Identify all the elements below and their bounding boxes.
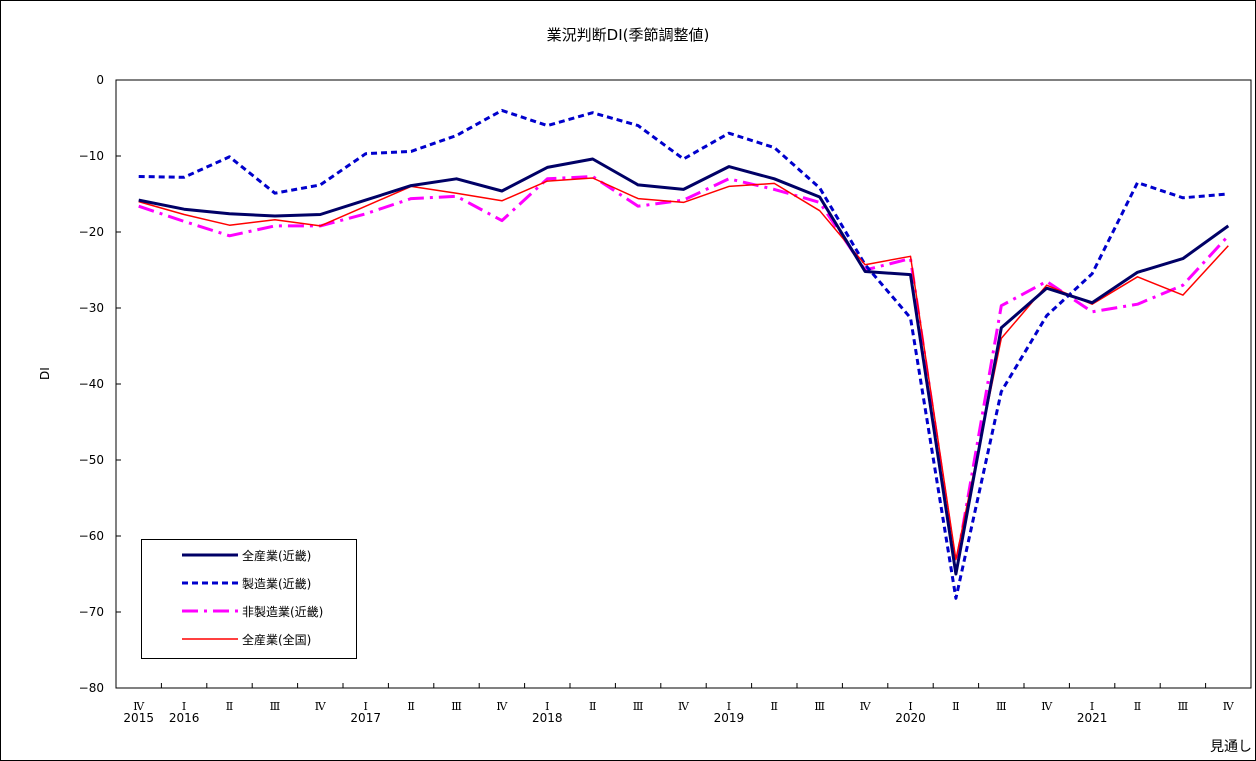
y-tick-label: −50 (79, 453, 104, 467)
x-year-label: 2017 (350, 711, 381, 725)
y-tick-label: −30 (79, 301, 104, 315)
chart-title: 業況判断DI(季節調整値) (546, 26, 710, 44)
y-tick-label: 0 (96, 73, 104, 87)
legend-swatch (182, 609, 238, 613)
x-year-label: 2018 (532, 711, 563, 725)
x-tick-label: Ⅰ (727, 700, 731, 713)
x-tick-label: Ⅰ (364, 700, 368, 713)
y-tick-label: −20 (79, 225, 104, 239)
axes (115, 79, 1252, 689)
x-tick-label: Ⅳ (133, 700, 145, 713)
legend-label: 非製造業(近畿) (242, 605, 324, 619)
x-tick-label: Ⅱ (1134, 700, 1141, 713)
legend-swatch (182, 638, 238, 640)
x-tick-label: Ⅳ (1223, 700, 1235, 713)
x-tick-label: Ⅲ (451, 700, 462, 713)
legend-item: 非製造業(近畿) (142, 601, 356, 621)
x-tick-label: Ⅱ (407, 700, 414, 713)
series-line-3 (138, 177, 1229, 561)
x-tick-label: Ⅱ (226, 700, 233, 713)
x-year-label: 2021 (1077, 711, 1108, 725)
x-tick-label: Ⅳ (315, 700, 327, 713)
x-tick-label: Ⅳ (678, 700, 690, 713)
x-tick-label: Ⅰ (908, 700, 912, 713)
x-tick-label: Ⅰ (1090, 700, 1094, 713)
legend-item: 製造業(近畿) (142, 573, 356, 593)
x-tick-label: Ⅳ (860, 700, 872, 713)
legend-item: 全産業(全国) (142, 629, 356, 649)
y-tick-label: −60 (79, 529, 104, 543)
x-tick-label: Ⅰ (545, 700, 549, 713)
x-tick-label: Ⅲ (814, 700, 825, 713)
legend-label: 全産業(近畿) (242, 549, 312, 563)
series-line-2 (138, 175, 1230, 568)
legend: 全産業(近畿) 製造業(近畿) 非製造業(近畿) 全産業(全国) (141, 539, 357, 659)
series-line-0 (138, 157, 1230, 576)
legend-label: 全産業(全国) (242, 633, 312, 647)
x-tick-label: Ⅱ (952, 700, 959, 713)
legend-swatch (182, 553, 238, 557)
y-tick-label: −70 (79, 605, 104, 619)
x-tick-label: Ⅱ (589, 700, 596, 713)
x-tick-label: Ⅳ (1041, 700, 1053, 713)
y-tick-label: −80 (79, 681, 104, 695)
x-tick-label: Ⅱ (771, 700, 778, 713)
x-tick-label: Ⅲ (270, 700, 281, 713)
y-tick-labels: 0 −10 −20 −30 −40 −50 −60 −70 −80 (79, 73, 104, 695)
x-tick-label: Ⅲ (996, 700, 1007, 713)
x-tick-label: Ⅰ (182, 700, 186, 713)
y-tick-label: −40 (79, 377, 104, 391)
forecast-note: 見通し (1210, 739, 1252, 755)
x-tick-label: Ⅲ (633, 700, 644, 713)
x-year-label: 2019 (714, 711, 745, 725)
series-line-1 (138, 108, 1229, 600)
x-tick-label: Ⅳ (496, 700, 508, 713)
series-layer (138, 108, 1230, 600)
x-year-label: 2015 (123, 711, 154, 725)
legend-swatch (182, 581, 238, 585)
y-tick-label: −10 (79, 149, 104, 163)
x-tick-label: Ⅲ (1178, 700, 1189, 713)
legend-item: 全産業(近畿) (142, 545, 356, 565)
x-year-label: 2016 (169, 711, 200, 725)
x-year-label: 2020 (895, 711, 926, 725)
legend-label: 製造業(近畿) (242, 577, 312, 591)
